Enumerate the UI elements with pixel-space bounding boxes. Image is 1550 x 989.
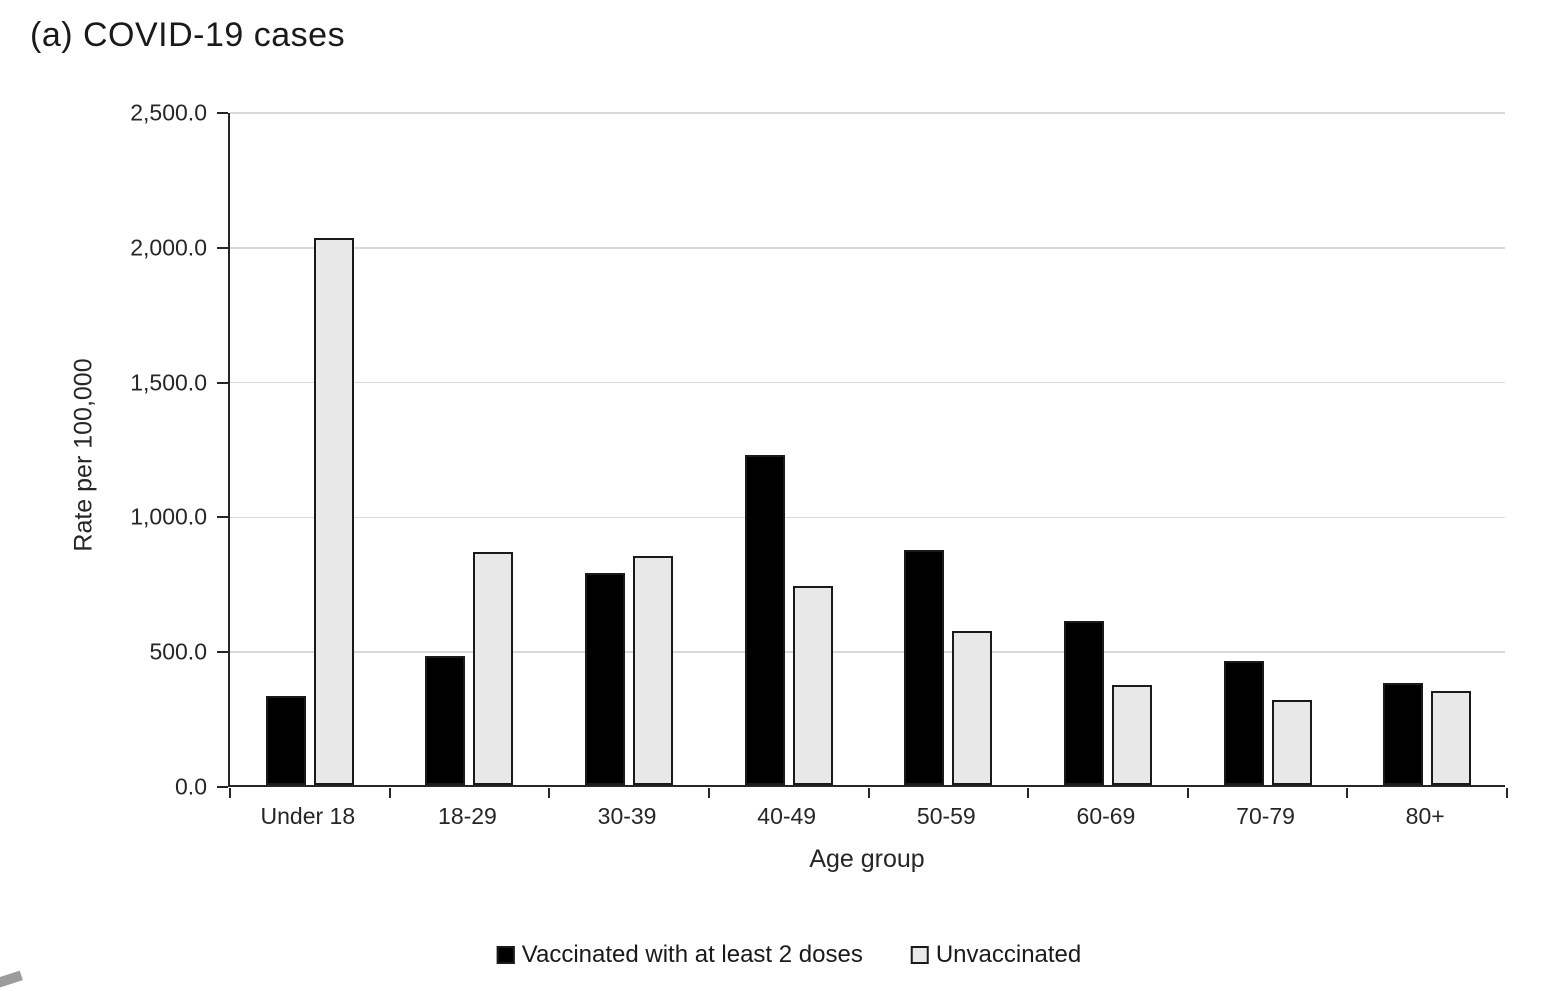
legend-swatch-unvaccinated bbox=[910, 946, 929, 964]
bar-vaccinated-80 bbox=[1383, 682, 1424, 785]
bar-group-70-79 bbox=[1188, 660, 1348, 785]
x-axis-tick-8 bbox=[1506, 788, 1508, 798]
y-tick-label-1500: 1,500.0 bbox=[130, 369, 207, 396]
gridline-1000 bbox=[230, 516, 1505, 519]
page-corner-artifact bbox=[0, 970, 23, 989]
gridline-2500 bbox=[230, 112, 1505, 114]
bar-group-30-39 bbox=[549, 555, 709, 785]
y-axis-tick-500 bbox=[217, 651, 228, 654]
bar-vaccinated-70-79 bbox=[1223, 660, 1264, 785]
x-category-label-40-49: 40-49 bbox=[757, 803, 817, 829]
chart-title: (a) COVID-19 cases bbox=[30, 16, 346, 54]
bar-unvaccinated-60-69 bbox=[1111, 685, 1152, 785]
bar-vaccinated-50-59 bbox=[904, 550, 945, 785]
y-axis-tick-1500 bbox=[217, 381, 228, 384]
y-axis-tick-0 bbox=[217, 786, 228, 788]
y-axis-tick-1000 bbox=[217, 516, 228, 519]
bar-unvaccinated-under-18 bbox=[313, 237, 354, 785]
x-axis-tick-1 bbox=[388, 788, 391, 798]
x-category-label-80: 80+ bbox=[1405, 803, 1445, 829]
bar-vaccinated-under-18 bbox=[265, 696, 306, 785]
y-tick-label-500: 500.0 bbox=[149, 638, 207, 665]
y-axis-tick-2000 bbox=[217, 246, 228, 249]
y-tick-label-2000: 2,000.0 bbox=[130, 234, 207, 261]
bar-unvaccinated-80 bbox=[1431, 690, 1472, 785]
plot-area bbox=[217, 112, 1508, 798]
bar-unvaccinated-40-49 bbox=[792, 585, 833, 785]
bar-vaccinated-18-29 bbox=[425, 655, 466, 785]
y-axis-tick-2500 bbox=[217, 112, 228, 114]
bar-vaccinated-60-69 bbox=[1063, 620, 1104, 785]
legend-swatch-vaccinated bbox=[496, 946, 515, 964]
bar-group-60-69 bbox=[1028, 620, 1188, 785]
gridline-1500 bbox=[230, 381, 1505, 384]
y-tick-label-0: 0.0 bbox=[175, 773, 207, 800]
x-axis-tick-6 bbox=[1186, 788, 1189, 798]
x-axis-tick-5 bbox=[1027, 788, 1030, 798]
bar-group-80 bbox=[1347, 682, 1507, 785]
legend: Vaccinated with at least 2 doses Unvaccin… bbox=[496, 941, 1082, 969]
x-category-label-70-79: 70-79 bbox=[1236, 803, 1295, 829]
x-axis-tick-7 bbox=[1346, 788, 1349, 798]
bar-unvaccinated-18-29 bbox=[473, 551, 514, 785]
y-tick-label-1000: 1,000.0 bbox=[130, 503, 207, 530]
x-category-label-30-39: 30-39 bbox=[597, 803, 657, 829]
bar-group-18-29 bbox=[390, 551, 550, 785]
legend-item-vaccinated: Vaccinated with at least 2 doses bbox=[496, 941, 863, 969]
bar-vaccinated-40-49 bbox=[744, 454, 785, 785]
bar-unvaccinated-70-79 bbox=[1271, 700, 1312, 785]
bar-unvaccinated-30-39 bbox=[633, 555, 674, 785]
bar-group-40-49 bbox=[709, 454, 869, 785]
legend-item-unvaccinated: Unvaccinated bbox=[910, 941, 1082, 969]
x-category-label-60-69: 60-69 bbox=[1076, 803, 1136, 829]
x-category-label-under-18: Under 18 bbox=[260, 803, 356, 829]
x-axis-tick-4 bbox=[867, 788, 870, 798]
legend-label-unvaccinated: Unvaccinated bbox=[935, 941, 1082, 968]
x-axis-tick-2 bbox=[548, 788, 551, 798]
x-category-label-18-29: 18-29 bbox=[438, 803, 497, 829]
bar-unvaccinated-50-59 bbox=[952, 631, 993, 785]
bar-group-50-59 bbox=[869, 550, 1029, 785]
x-axis-tick-0 bbox=[229, 788, 231, 798]
x-axis-tick-3 bbox=[707, 788, 710, 798]
x-axis-title: Age group bbox=[809, 845, 925, 873]
bar-vaccinated-30-39 bbox=[585, 573, 626, 785]
y-tick-label-2500: 2,500.0 bbox=[130, 99, 207, 126]
legend-label-vaccinated: Vaccinated with at least 2 doses bbox=[521, 941, 863, 968]
gridline-2000 bbox=[230, 247, 1505, 249]
x-category-label-50-59: 50-59 bbox=[916, 803, 976, 829]
bar-group-under-18 bbox=[230, 237, 390, 785]
gridline-500 bbox=[230, 651, 1505, 653]
